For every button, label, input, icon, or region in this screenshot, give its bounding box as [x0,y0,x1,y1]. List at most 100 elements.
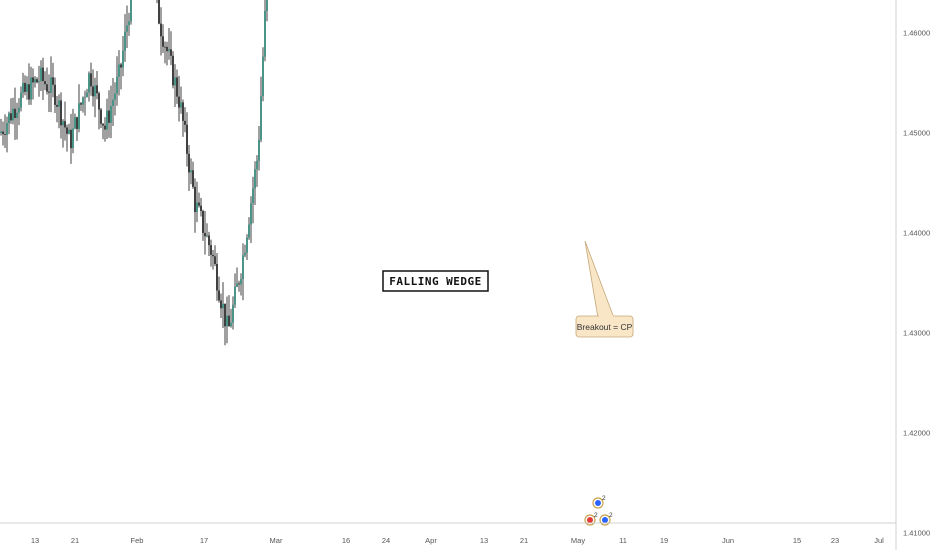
candle-body [28,84,30,100]
annotation-layer[interactable]: FALLING WEDGE Breakout = CP 2 2 2 [382,240,634,526]
candle-body [40,67,42,82]
candle-body [84,97,86,99]
candle-body [230,322,232,327]
time-tick-label: 13 [31,536,39,545]
candle-body [24,82,26,92]
candle-body [72,128,74,149]
candle-body [46,84,48,92]
candle-body [260,96,262,140]
candle-body [100,109,102,124]
candle-body [224,303,226,327]
candle-body [52,77,54,85]
time-tick-label: 17 [200,536,208,545]
candle-body [108,110,110,123]
candle-body [182,102,184,121]
price-tick-label: 1.41000 [903,529,930,538]
candle-body [196,202,198,212]
time-tick-label: 23 [831,536,839,545]
time-tick-label: 24 [382,536,390,545]
candle-body [62,121,64,126]
candle-body [262,56,264,97]
candle-body [170,49,172,56]
candle-body [82,97,84,105]
candle-body [172,55,174,86]
candle-body [38,81,40,83]
price-tick-label: 1.45000 [903,129,930,138]
candle-body [228,315,230,327]
candle-body [86,92,88,98]
time-tick-label: Feb [131,536,144,545]
candle-body [42,67,44,82]
candle-body [44,81,46,85]
candle-body [78,103,80,129]
candle-body [60,100,62,126]
candle-body [90,73,92,87]
time-tick-label: 16 [342,536,350,545]
candle-body [180,102,182,108]
candle-body [254,169,256,189]
callout-joint [599,315,613,318]
time-tick-label: 21 [520,536,528,545]
candle-body [122,50,124,68]
candle-body [120,64,122,68]
time-tick-label: May [571,536,585,545]
candle-body [164,46,166,48]
candle-body [258,139,260,161]
price-axis[interactable]: 1.620001.610001.600001.590001.580001.570… [895,0,930,550]
candle-body [66,127,68,134]
candle-body [2,131,4,135]
candle-body [34,79,36,83]
candle-body [244,252,246,256]
candle-body [64,121,66,128]
candle-body [238,283,240,285]
falling-wedge-label[interactable]: FALLING WEDGE [382,270,489,292]
event-count: 2 [594,512,598,519]
candle-body [58,100,60,107]
time-tick-label: 15 [793,536,801,545]
candle-body [188,153,190,173]
candle-body [104,125,106,130]
falling-wedge-text: FALLING WEDGE [389,275,482,288]
candle-body [106,110,108,130]
candle-body [56,104,58,107]
candle-body [4,134,6,135]
price-tick-label: 1.43000 [903,329,930,338]
candle-body [30,77,32,100]
candle-body [74,117,76,129]
candle-body [208,235,210,246]
candle-body [8,113,10,123]
candle-body [226,315,228,327]
time-tick-label: 19 [660,536,668,545]
candle-body [0,131,2,133]
breakout-callout[interactable]: Breakout = CP [575,240,634,338]
time-tick-label: Jun [722,536,734,545]
candle-body [256,160,258,170]
falling-wedge-box [382,270,489,292]
candle-body [118,64,120,77]
time-axis[interactable]: 13 21 Feb 17 Mar 16 24 Apr 13 21 May 11 19 Jun 15 23 Jul [0,522,896,545]
candle-body [236,283,238,287]
candle-body [128,21,130,26]
event-count: 2 [609,512,613,519]
candle-body [26,84,28,92]
time-tick-label: 21 [71,536,79,545]
candle-body [200,205,202,211]
candle-body [204,232,206,237]
candle-body [88,73,90,93]
candle-body [158,0,160,24]
candle-body [16,112,18,118]
candle-body [14,108,16,118]
candle-body [102,123,104,126]
time-tick-label: Jul [874,536,884,545]
candle-body [114,93,116,100]
candle-body [248,224,250,238]
price-tick-label: 1.44000 [903,229,930,238]
candle-body [174,77,176,86]
candle-body [184,120,186,125]
candle-body [206,235,208,237]
event-flag-dot [595,500,601,506]
candle-body [6,122,8,135]
candle-body [70,129,72,149]
candle-body [216,263,218,291]
